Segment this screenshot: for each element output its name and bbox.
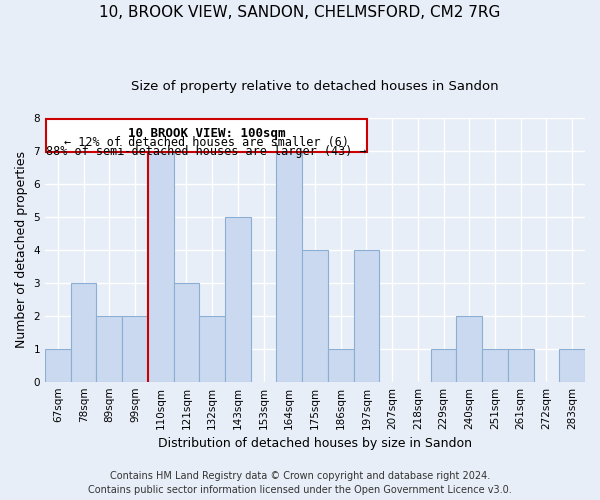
Bar xyxy=(97,316,122,382)
Bar xyxy=(173,282,199,382)
Text: 10, BROOK VIEW, SANDON, CHELMSFORD, CM2 7RG: 10, BROOK VIEW, SANDON, CHELMSFORD, CM2 … xyxy=(100,5,500,20)
Bar xyxy=(302,250,328,382)
Bar xyxy=(482,348,508,382)
Bar xyxy=(199,316,225,382)
Bar xyxy=(431,348,457,382)
X-axis label: Distribution of detached houses by size in Sandon: Distribution of detached houses by size … xyxy=(158,437,472,450)
Title: Size of property relative to detached houses in Sandon: Size of property relative to detached ho… xyxy=(131,80,499,93)
Text: 10 BROOK VIEW: 100sqm: 10 BROOK VIEW: 100sqm xyxy=(128,126,285,140)
Text: 88% of semi-detached houses are larger (43) →: 88% of semi-detached houses are larger (… xyxy=(46,145,367,158)
Bar xyxy=(508,348,533,382)
Bar xyxy=(559,348,585,382)
Bar xyxy=(328,348,353,382)
Y-axis label: Number of detached properties: Number of detached properties xyxy=(15,151,28,348)
Bar xyxy=(45,348,71,382)
Bar xyxy=(277,151,302,382)
Bar xyxy=(457,316,482,382)
Bar xyxy=(353,250,379,382)
FancyBboxPatch shape xyxy=(46,120,367,152)
Bar xyxy=(225,216,251,382)
Bar xyxy=(71,282,97,382)
Text: ← 12% of detached houses are smaller (6): ← 12% of detached houses are smaller (6) xyxy=(64,136,349,149)
Bar xyxy=(148,151,173,382)
Bar xyxy=(122,316,148,382)
Text: Contains HM Land Registry data © Crown copyright and database right 2024.
Contai: Contains HM Land Registry data © Crown c… xyxy=(88,471,512,495)
